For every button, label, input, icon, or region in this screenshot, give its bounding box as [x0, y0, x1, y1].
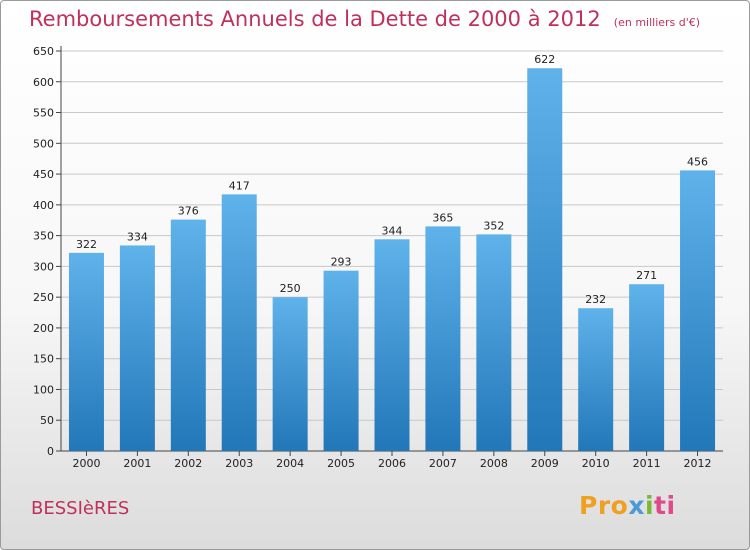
y-tick-label: 200 [33, 322, 54, 335]
data-label: 232 [585, 293, 606, 306]
bar [527, 68, 563, 451]
bar [221, 194, 257, 451]
y-tick-label: 400 [33, 199, 54, 212]
bar [119, 245, 155, 451]
y-tick-label: 300 [33, 260, 54, 273]
data-label: 322 [76, 238, 97, 251]
bar [170, 219, 206, 451]
x-tick-label: 2011 [633, 457, 661, 470]
x-tick-label: 2007 [429, 457, 457, 470]
y-tick-label: 450 [33, 168, 54, 181]
data-label: 456 [687, 155, 708, 168]
data-label: 365 [432, 211, 453, 224]
chart-title: Remboursements Annuels de la Dette de 20… [29, 7, 601, 31]
y-tick-label: 550 [33, 107, 54, 120]
bar [272, 297, 308, 451]
bars [68, 68, 716, 451]
y-tick-label: 150 [33, 353, 54, 366]
bar [578, 308, 614, 451]
x-tick-label: 2009 [531, 457, 559, 470]
chart-unit: (en milliers d'€) [613, 16, 701, 29]
title-row: Remboursements Annuels de la Dette de 20… [29, 7, 700, 31]
data-label: 352 [483, 219, 504, 232]
x-tick-label: 2012 [684, 457, 712, 470]
x-tick-label: 2008 [480, 457, 508, 470]
y-tick-label: 250 [33, 291, 54, 304]
y-tick-label: 350 [33, 230, 54, 243]
x-tick-label: 2002 [174, 457, 202, 470]
data-label: 250 [280, 282, 301, 295]
bar [680, 170, 716, 451]
bar [68, 252, 104, 451]
data-label: 417 [229, 179, 250, 192]
x-tick-label: 2005 [327, 457, 355, 470]
x-tick-label: 2001 [123, 457, 151, 470]
bar [425, 226, 461, 451]
y-tick-label: 500 [33, 137, 54, 150]
data-label: 271 [636, 269, 657, 282]
proxiti-logo: Proxiti [579, 491, 676, 520]
commune-name: BESSIèRES [31, 498, 130, 519]
y-tick-label: 100 [33, 383, 54, 396]
data-label: 622 [534, 53, 555, 66]
x-tick-label: 2004 [276, 457, 304, 470]
x-tick-label: 2010 [582, 457, 610, 470]
y-tick-label: 0 [47, 445, 54, 458]
y-tick-label: 600 [33, 76, 54, 89]
data-label: 344 [382, 224, 403, 237]
data-label: 376 [178, 205, 199, 218]
data-label: 334 [127, 230, 148, 243]
bar [323, 270, 359, 451]
y-tick-label: 50 [40, 414, 54, 427]
x-tick-label: 2003 [225, 457, 253, 470]
y-tick-label: 650 [33, 45, 54, 58]
bar [374, 239, 410, 451]
bar [629, 284, 665, 451]
x-tick-label: 2006 [378, 457, 406, 470]
bar [476, 234, 512, 451]
x-tick-label: 2000 [72, 457, 100, 470]
labels: 0 50 100 150 200 250 300 350 400 450 500 550 600 650 3… [33, 45, 712, 470]
data-label: 293 [331, 256, 352, 269]
